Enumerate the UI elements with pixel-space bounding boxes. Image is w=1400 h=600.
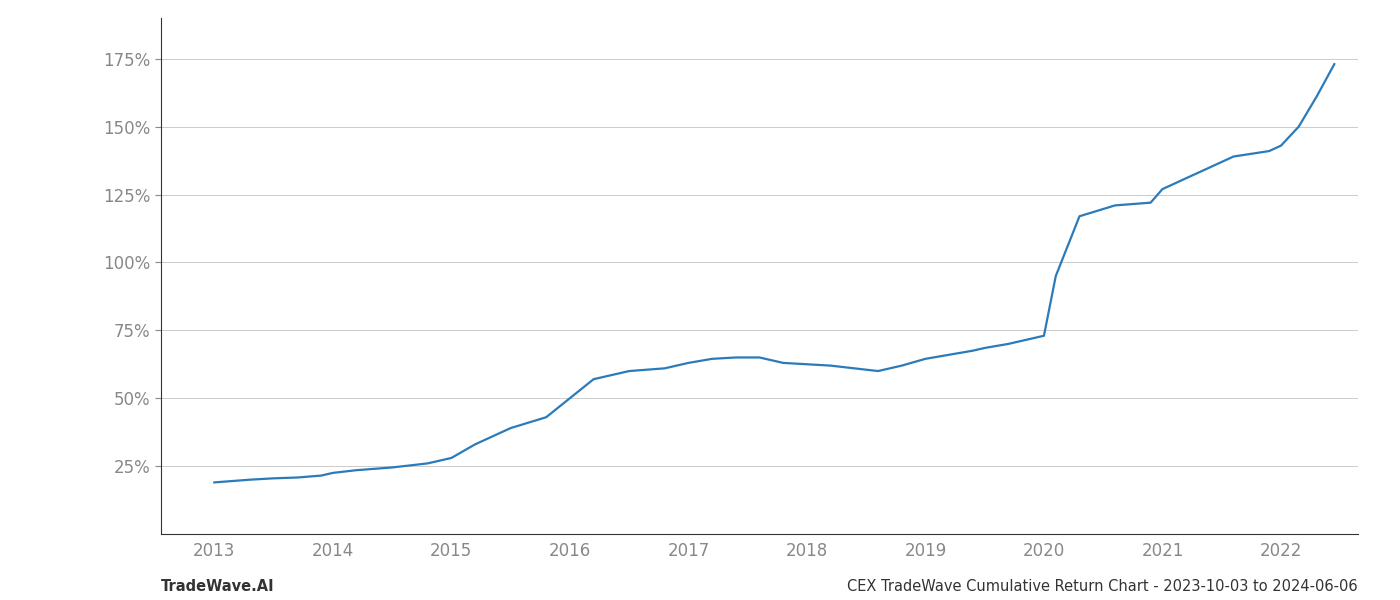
Text: TradeWave.AI: TradeWave.AI [161, 579, 274, 594]
Text: CEX TradeWave Cumulative Return Chart - 2023-10-03 to 2024-06-06: CEX TradeWave Cumulative Return Chart - … [847, 579, 1358, 594]
